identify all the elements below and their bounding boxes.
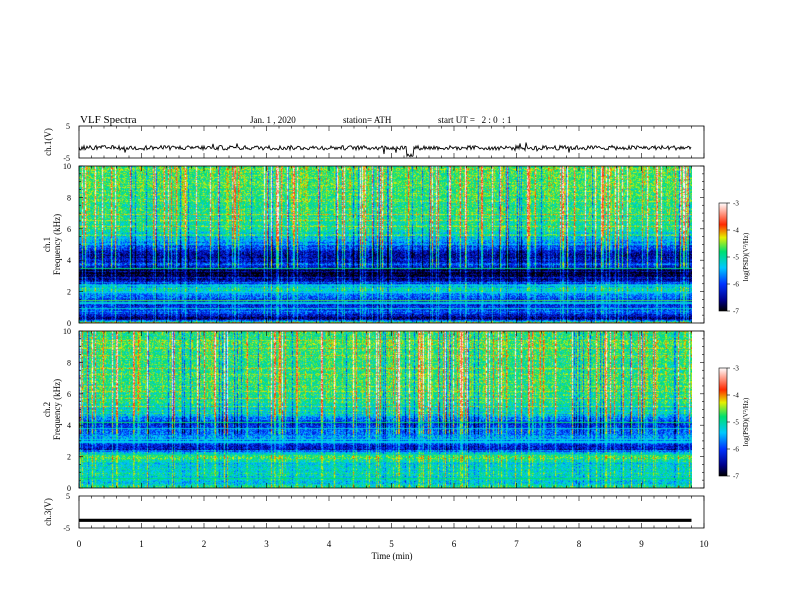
ch2-spectrogram-ytick: 4 <box>67 421 71 430</box>
ch2-spectrogram-ytick: 6 <box>67 390 71 399</box>
colorbar-tick-label: -4 <box>733 227 739 235</box>
colorbar-tick-label: -7 <box>733 308 739 316</box>
ch2-spectrogram-ylabel: ch.2 <box>42 402 52 417</box>
x-tick-label: 3 <box>264 539 269 549</box>
x-tick-label: 4 <box>327 539 332 549</box>
colorbar-ch1-label: log(PSD)(V²/Hz) <box>742 232 750 281</box>
ch3-waveform-ylabel: ch.3(V) <box>43 498 53 526</box>
ch1-spectrogram-ytick: 2 <box>67 288 71 297</box>
colorbar-tick-label: -3 <box>733 365 739 373</box>
figure-title: VLF Spectra <box>80 114 137 126</box>
x-axis-label: Time (min) <box>372 551 413 561</box>
colorbar-ch2 <box>718 367 728 477</box>
colorbar-tick-label: -5 <box>733 419 739 427</box>
colorbar-tick-label: -5 <box>733 254 739 262</box>
station-label: station= ATH <box>343 115 392 125</box>
x-tick-label: 6 <box>452 539 457 549</box>
ch1-spectrogram-ylabel: ch.1 <box>42 237 52 252</box>
colorbar-tick-label: -6 <box>733 281 739 289</box>
ch1-waveform-ytick: -5 <box>63 154 70 163</box>
colorbar-ch1 <box>718 202 728 312</box>
x-tick-label: 9 <box>639 539 644 549</box>
ch1-spectrogram-ytick: 0 <box>67 319 71 328</box>
ch2-spectrogram-ytick: 0 <box>67 484 71 493</box>
ch2-spectrogram-ylabel: Frequency (kHz) <box>52 379 62 440</box>
x-tick-label: 0 <box>77 539 82 549</box>
ch2-spectrogram-ytick: 10 <box>63 327 71 336</box>
colorbar-tick-label: -7 <box>733 473 739 481</box>
colorbar-ch2-label: log(PSD)(V²/Hz) <box>742 397 750 446</box>
ch1-waveform-line <box>78 142 692 158</box>
ch3-waveform-ytick: 5 <box>66 492 70 501</box>
ch1-spectrogram-ytick: 8 <box>67 193 71 202</box>
ch2-spectrogram-ytick: 8 <box>67 358 71 367</box>
x-tick-label: 2 <box>202 539 207 549</box>
x-tick-label: 8 <box>577 539 582 549</box>
colorbar-tick-label: -3 <box>733 200 739 208</box>
start-ut-label: start UT = 2 : 0 : 1 <box>438 115 511 125</box>
ch1-waveform-ytick: 5 <box>66 122 70 131</box>
colorbar-tick-label: -6 <box>733 446 739 454</box>
ch1-spectrogram-heatmap <box>79 166 692 323</box>
ch1-spectrogram-ytick: 4 <box>67 256 71 265</box>
x-tick-label: 1 <box>139 539 144 549</box>
ch2-spectrogram-heatmap <box>79 331 692 488</box>
ch1-waveform-ylabel: ch.1(V) <box>43 128 53 156</box>
ch2-spectrogram-ytick: 2 <box>67 453 71 462</box>
date-label: Jan. 1 , 2020 <box>250 115 296 125</box>
ch1-spectrogram-ylabel: Frequency (kHz) <box>52 214 62 275</box>
colorbar-tick-label: -4 <box>733 392 739 400</box>
ch1-spectrogram-ytick: 6 <box>67 225 71 234</box>
ch1-spectrogram-ytick: 10 <box>63 162 71 171</box>
x-tick-label: 7 <box>514 539 519 549</box>
x-tick-label: 5 <box>389 539 394 549</box>
ch3-waveform-ytick: -5 <box>63 524 70 533</box>
x-tick-label: 10 <box>700 539 710 549</box>
